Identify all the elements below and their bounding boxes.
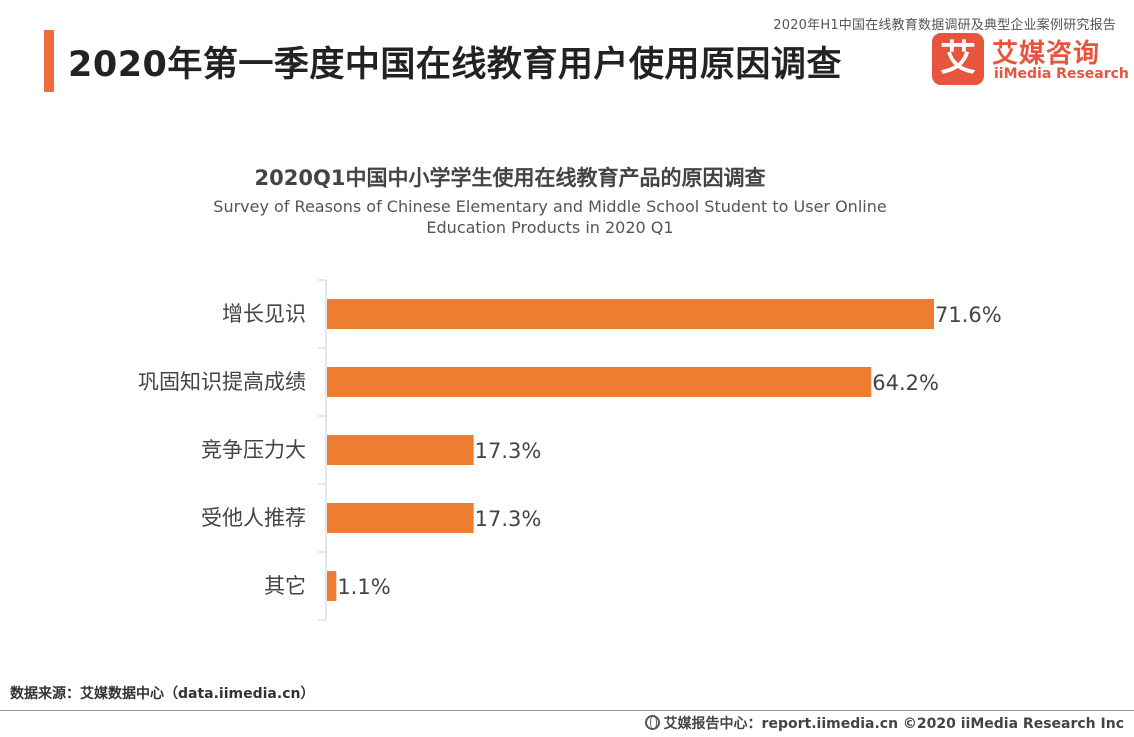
bar	[327, 503, 474, 533]
title-accent-bar	[44, 30, 54, 92]
footer-text: 艾媒报告中心：report.iimedia.cn ©2020 iiMedia R…	[664, 716, 1124, 732]
globe-icon	[645, 715, 660, 730]
page-title: 2020年第一季度中国在线教育用户使用原因调查	[68, 36, 842, 87]
chart-subtitle-line-2: Education Products in 2020 Q1	[0, 217, 1100, 238]
data-label: 1.1%	[337, 575, 390, 599]
data-label: 64.2%	[872, 371, 939, 395]
data-label: 17.3%	[475, 507, 542, 531]
chart-subtitle: Survey of Reasons of Chinese Elementary …	[0, 196, 1100, 238]
bar	[327, 435, 474, 465]
chart-title: 2020Q1中国中小学学生使用在线教育产品的原因调查	[0, 162, 1020, 192]
chart-subtitle-line-1: Survey of Reasons of Chinese Elementary …	[0, 196, 1100, 217]
logo-en-text: iiMedia Research	[994, 66, 1129, 82]
category-label: 竞争压力大	[201, 438, 306, 462]
footer-divider	[0, 710, 1134, 711]
iimedia-logo: 艾 艾媒咨询 iiMedia Research	[932, 33, 1122, 89]
logo-cn-text: 艾媒咨询	[992, 33, 1100, 70]
data-label: 71.6%	[935, 303, 1002, 327]
data-source: 数据来源：艾媒数据中心（data.iimedia.cn）	[10, 683, 314, 703]
category-label: 巩固知识提高成绩	[138, 370, 306, 394]
bar-chart: 增长见识 71.6% 巩固知识提高成绩 64.2% 竞争压力大 17.3% 受他人推荐 17.…	[0, 270, 1134, 630]
footer-credit: 艾媒报告中心：report.iimedia.cn ©2020 iiMedia R…	[645, 713, 1124, 733]
category-label: 其它	[264, 574, 306, 598]
category-label: 受他人推荐	[201, 506, 306, 530]
data-label: 17.3%	[475, 439, 542, 463]
bar	[327, 299, 934, 329]
logo-mark: 艾	[932, 33, 984, 85]
category-label: 增长见识	[222, 302, 306, 326]
bar	[327, 571, 336, 601]
report-title: 2020年H1中国在线教育数据调研及典型企业案例研究报告	[773, 14, 1116, 33]
bar	[327, 367, 871, 397]
